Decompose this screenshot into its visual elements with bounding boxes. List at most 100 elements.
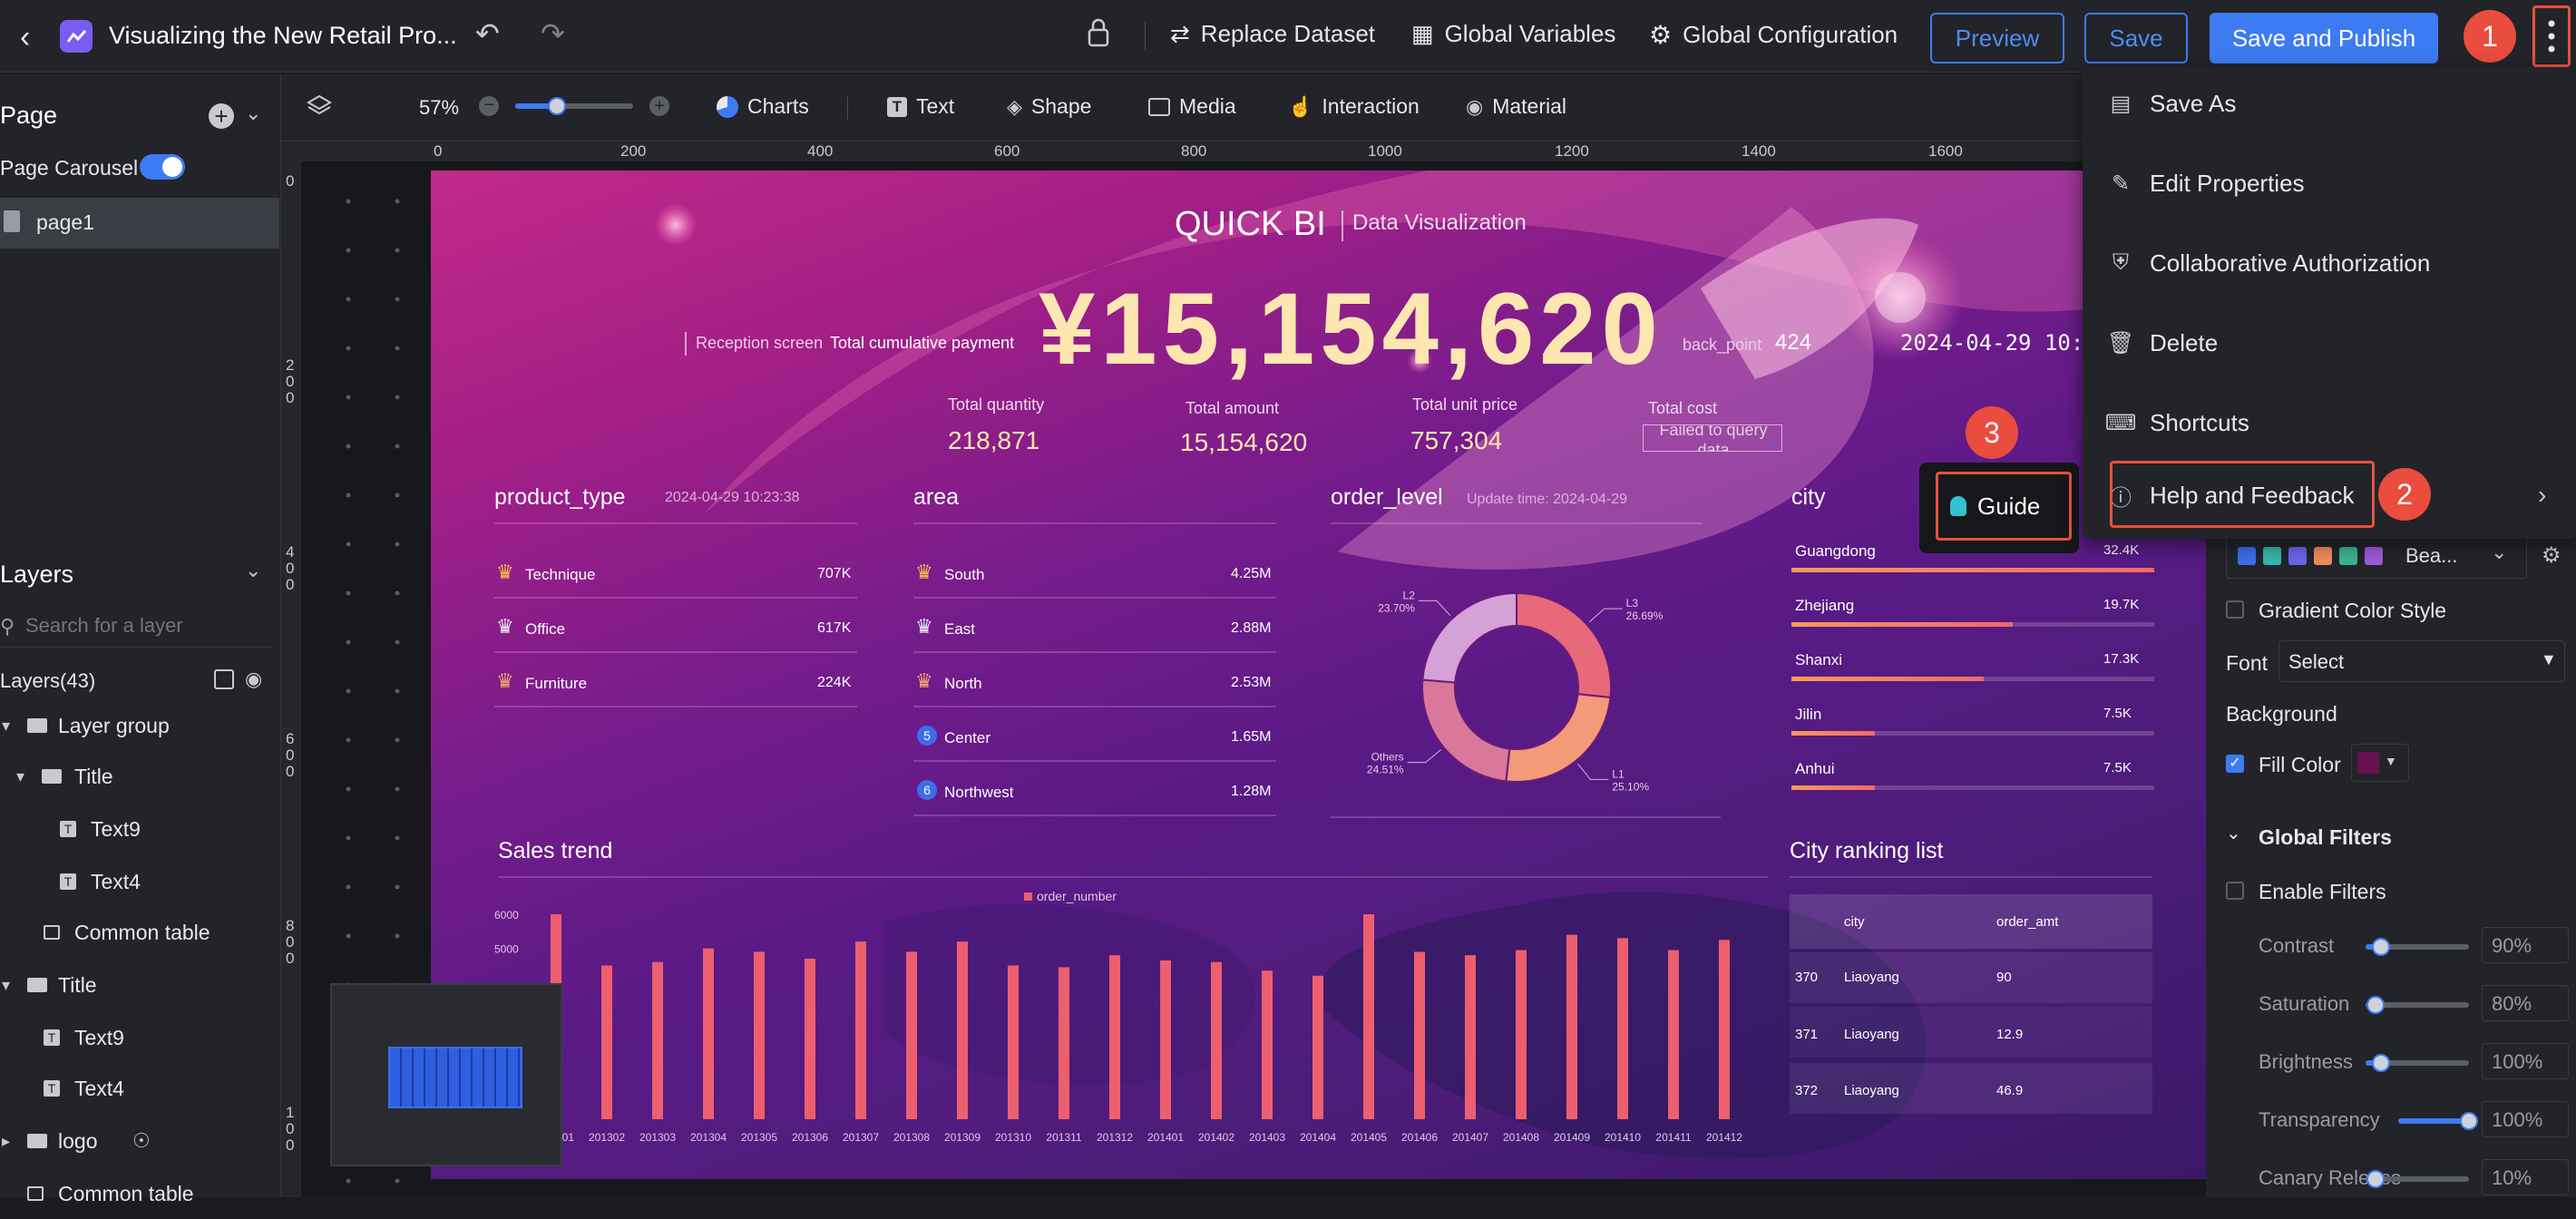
table-row[interactable]: 370 Liaoyang 90 [1790,952,2152,1003]
replace-dataset-button[interactable]: ⇄ Replace Dataset [1170,20,1375,48]
menu-item-edit-properties[interactable]: ✎ Edit Properties [2083,147,2576,219]
filter-slider-knob[interactable] [2366,1170,2386,1188]
app-title[interactable]: Visualizing the New Retail Pro... [109,22,457,49]
global-configuration-label: Global Configuration [1683,21,1898,48]
redo-icon[interactable]: ↷ [541,17,565,50]
layer-item[interactable]: T Text9 [0,804,281,854]
save-and-publish-button[interactable]: Save and Publish [2210,13,2438,63]
collapse-page-icon[interactable]: ⌄ [245,102,262,124]
guide-button[interactable]: Guide [1950,486,2059,526]
filter-slider-knob[interactable] [2372,1054,2391,1072]
layer-item[interactable]: ▾ Title [0,751,281,802]
filter-value-input[interactable]: 90% [2482,927,2569,963]
layer-label: Title [74,764,113,788]
kpi-value: 15,154,620 [1180,428,1308,456]
layer-item[interactable]: ▸ logo ☉ [0,1116,281,1166]
layer-search-input[interactable] [25,611,243,640]
fill-color-picker[interactable]: ▼ [2351,744,2409,782]
layer-item[interactable]: T Text4 [0,1063,281,1114]
minimap[interactable] [330,983,562,1166]
more-icon[interactable] [2540,15,2563,58]
layers-toggle-icon[interactable] [307,93,332,118]
crown-icon: ♛ [496,669,514,692]
enable-filters-checkbox[interactable] [2226,882,2244,900]
palette-select[interactable] [2226,533,2527,579]
expand-caret-icon[interactable]: ▾ [2,716,11,735]
preview-button[interactable]: Preview [1930,13,2064,63]
expand-caret-icon[interactable]: ▾ [16,766,25,785]
add-page-icon[interactable]: + [209,103,234,129]
expand-caret-icon[interactable]: ▾ [2,975,11,994]
page-carousel-toggle[interactable] [140,154,185,180]
zoom-slider-knob[interactable] [547,97,566,115]
fill-color-checkbox[interactable]: ✓ [2226,755,2244,773]
zoom-slider[interactable] [515,97,633,115]
chevron-down-icon[interactable]: ⌄ [2226,824,2241,844]
undo-icon[interactable]: ↶ [475,17,500,50]
menu-item-collaborative-authorization[interactable]: ⛨ Collaborative Authorization [2083,227,2576,299]
material-tool[interactable]: ◉ Material [1466,94,1566,119]
shape-tool[interactable]: ◈ Shape [1007,94,1091,119]
layer-item[interactable]: ▾ Layer group [0,700,281,751]
filter-value-input[interactable]: 80% [2482,985,2569,1021]
city-cell: Liaoyang [1844,1083,1899,1098]
horizontal-ruler: 0 200 400 600 800 1000 1200 1400 1600 [281,141,2576,161]
filter-value-input[interactable]: 100% [2482,1101,2569,1137]
filter-value-input[interactable]: 100% [2482,1043,2569,1079]
text-tool[interactable]: T Text [887,94,954,119]
collapse-all-icon[interactable] [214,669,234,689]
layer-item[interactable]: Common table [0,1168,281,1219]
page-label: page1 [36,210,94,234]
global-configuration-button[interactable]: ⚙ Global Configuration [1649,20,1898,50]
layer-item[interactable]: T Text4 [0,856,281,907]
sales-bar [1008,965,1019,1119]
keyboard-icon: ⌨ [2104,410,2137,435]
charts-tool[interactable]: Charts [717,94,809,119]
menu-item-save-as[interactable]: ▤ Save As [2083,67,2576,140]
global-variables-button[interactable]: ▦ Global Variables [1411,20,1615,48]
menu-item-delete[interactable]: 🗑 Delete [2083,307,2576,379]
filter-value-input[interactable]: 10% [2482,1159,2569,1195]
column-header: order_amt [1996,914,2059,930]
table-row[interactable]: 372 Liaoyang 46.9 [1790,1063,2152,1114]
kpi-error-text: Failed to query data [1659,424,1768,452]
expand-caret-icon[interactable]: ▸ [2,1131,11,1150]
filter-slider-knob[interactable] [2372,938,2391,956]
page-item[interactable]: page1 [0,198,279,249]
filter-slider-track[interactable] [2366,1176,2469,1182]
font-select[interactable]: Select ▼ [2278,640,2565,682]
gradient-checkbox[interactable] [2226,600,2244,619]
layer-search-box[interactable]: ⚲ [0,606,272,648]
interaction-tool[interactable]: ☝ Interaction [1288,94,1420,119]
back-icon[interactable]: ‹ [20,20,31,54]
palette-settings-icon[interactable]: ⚙ [2542,543,2561,568]
collapse-layers-icon[interactable]: ⌄ [245,559,262,581]
layer-item[interactable]: ▾ Title [0,960,281,1010]
filter-slider-knob[interactable] [2366,996,2386,1014]
menu-item-shortcuts[interactable]: ⌨ Shortcuts [2083,386,2576,459]
filter-slider-track[interactable] [2366,1002,2469,1008]
zoom-in-icon[interactable]: + [649,96,669,116]
visibility-icon[interactable]: ◉ [245,668,263,690]
layer-item[interactable]: Common table [0,907,281,958]
x-tick-label: 201403 [1249,1131,1285,1144]
total-payment-label: Total cumulative payment [830,334,1015,352]
city-bar-fill [1791,622,2013,627]
sales-bar [1465,955,1476,1119]
layers-count: Layers(43) [0,669,96,692]
dashboard-canvas[interactable]: QUICK BI Data Visualization Reception sc… [431,171,2209,1179]
zoom-out-icon[interactable]: − [479,96,499,116]
sales-bar [1617,938,1628,1119]
filter-slider-track[interactable] [2366,944,2469,950]
minimap-viewport[interactable] [388,1047,522,1108]
save-button[interactable]: Save [2084,13,2188,63]
media-tool[interactable]: Media [1148,94,1236,119]
layer-item[interactable]: T Text9 [0,1012,281,1063]
filter-slider-track[interactable] [2366,1060,2469,1066]
sales-bar [1312,975,1323,1119]
lock-icon[interactable] [1087,18,1110,47]
table-row[interactable]: 371 Liaoyang 12.9 [1790,1007,2152,1058]
filter-slider-label: Saturation [2259,992,2350,1015]
filter-slider-knob[interactable] [2460,1112,2478,1130]
menu-item-help-and-feedback[interactable]: ⓘ Help and Feedback › [2083,459,2576,531]
